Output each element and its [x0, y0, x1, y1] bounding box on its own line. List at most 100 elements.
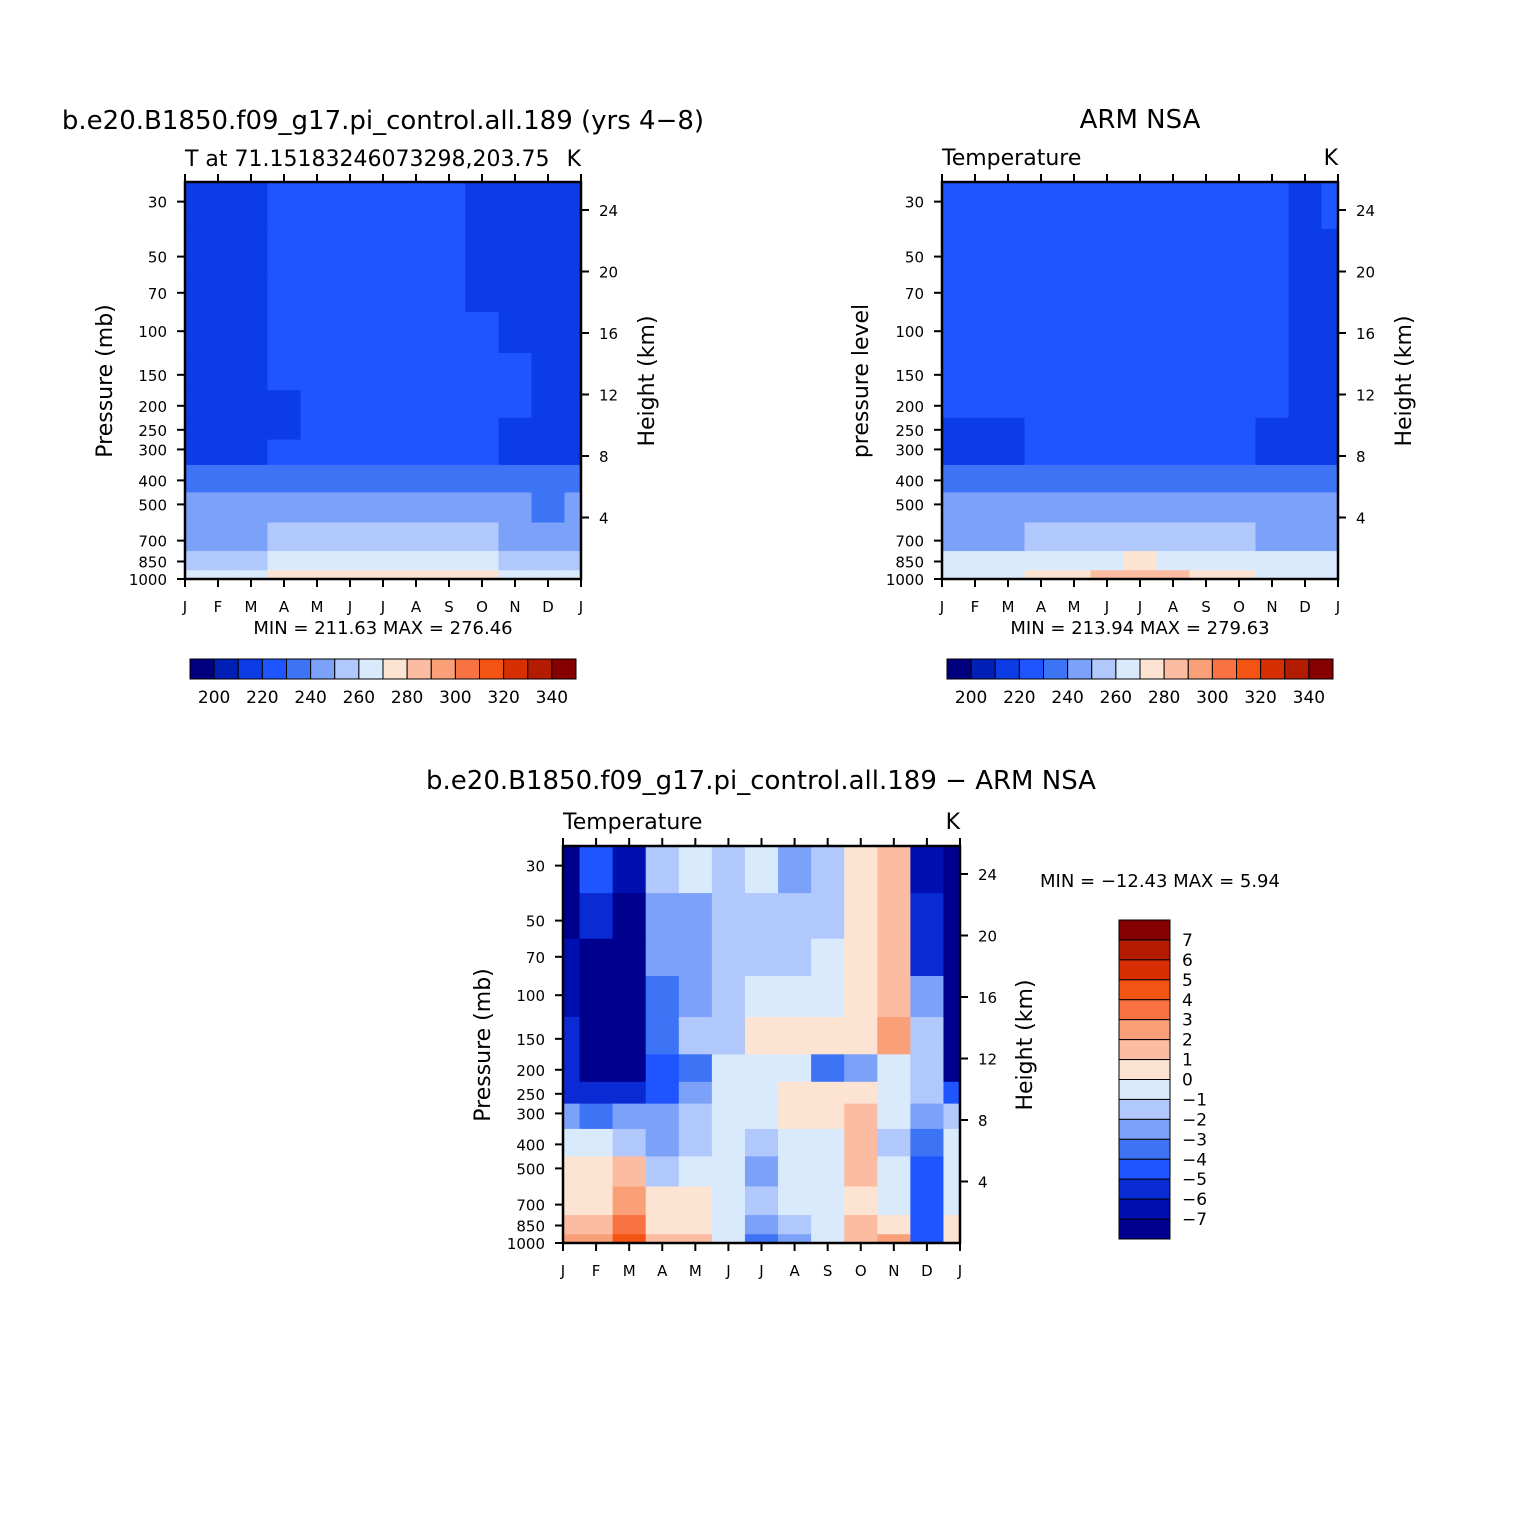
- heatmap-cell: [564, 182, 582, 230]
- y-axis-label: Pressure (mb): [471, 968, 496, 1122]
- y-right-tick-label: 16: [1356, 325, 1375, 343]
- heatmap-cell: [811, 1017, 845, 1055]
- x-tick-label: M: [689, 1262, 702, 1280]
- heatmap-cell: [1123, 417, 1158, 441]
- heatmap-cell: [1156, 417, 1191, 441]
- panel-2: ARM NSA Temperature K J F M A M J J A S O N D J 30 50 70 10…: [849, 105, 1417, 708]
- y-tick-label: 200: [138, 398, 167, 416]
- heatmap-cell: [1222, 439, 1257, 466]
- x-tick-label: S: [444, 598, 454, 616]
- heatmap-cell: [1321, 274, 1339, 313]
- heatmap-cell: [1189, 570, 1224, 580]
- heatmap-cell: [958, 492, 993, 524]
- heatmap-cell: [1057, 417, 1092, 441]
- x-tick-label: J: [758, 1262, 763, 1280]
- heatmap-cell: [185, 229, 203, 276]
- colorbar-swatch: [946, 658, 972, 680]
- heatmap-cell: [645, 1156, 680, 1188]
- heatmap-cell: [201, 464, 236, 493]
- colorbar-swatch: [454, 658, 480, 680]
- heatmap-cell: [942, 522, 960, 552]
- heatmap-cell: [1156, 464, 1191, 493]
- heatmap-cell: [201, 439, 236, 466]
- heatmap-cell: [844, 1054, 878, 1083]
- heatmap-cell: [711, 1081, 746, 1105]
- heatmap-cell: [185, 182, 203, 230]
- heatmap-cell: [1057, 492, 1092, 524]
- colorbar-swatch: [1118, 939, 1171, 961]
- heatmap-cell: [267, 182, 302, 230]
- heatmap-cell: [1156, 353, 1191, 391]
- heatmap-cell: [563, 938, 581, 977]
- y-tick-label: 100: [516, 987, 545, 1005]
- heatmap-cell: [185, 274, 203, 313]
- heatmap-cell: [1090, 182, 1125, 230]
- heatmap-cell: [399, 439, 434, 466]
- x-tick-label: M: [311, 598, 324, 616]
- heatmap-cell: [531, 551, 566, 571]
- heatmap-cell: [778, 976, 812, 1018]
- heatmap-cell: [1123, 570, 1158, 580]
- heatmap-cell: [234, 522, 269, 552]
- colorbar-label: −7: [1182, 1210, 1207, 1230]
- colorbar-swatch: [261, 658, 287, 680]
- heatmap-cell: [531, 390, 566, 419]
- heatmap-cell: [579, 846, 614, 894]
- heatmap-cell: [432, 551, 467, 571]
- heatmap-cell: [1321, 182, 1339, 230]
- heatmap-cell: [465, 522, 500, 552]
- heatmap-cell: [943, 976, 961, 1018]
- heatmap-cell: [465, 439, 500, 466]
- heatmap-cell: [943, 846, 961, 894]
- heatmap-cell: [498, 551, 533, 571]
- heatmap-cell: [1321, 390, 1339, 419]
- heatmap-cell: [579, 1054, 614, 1083]
- heatmap-cell: [844, 938, 878, 977]
- y-tick-label: 1000: [886, 571, 924, 589]
- colorbar-swatch: [1187, 658, 1213, 680]
- heatmap-cell: [563, 846, 581, 894]
- heatmap-cell: [711, 938, 746, 977]
- heatmap-cell: [267, 464, 302, 493]
- heatmap-cell: [531, 439, 566, 466]
- heatmap-cell: [498, 522, 533, 552]
- heatmap-cell: [645, 846, 680, 894]
- colorbar-label: 200: [955, 688, 987, 708]
- heatmap-cell: [564, 439, 582, 466]
- heatmap-cell: [1222, 353, 1257, 391]
- heatmap-cell: [579, 1081, 614, 1105]
- heatmap-cell: [942, 492, 960, 524]
- heatmap-cell: [612, 1186, 647, 1216]
- heatmap-cell: [1123, 439, 1158, 466]
- heatmap-cell: [564, 312, 582, 354]
- heatmap-cell: [877, 1103, 911, 1130]
- heatmap-cell: [1024, 353, 1059, 391]
- colorbar-label: 3: [1182, 1011, 1193, 1031]
- colorbar-label: 6: [1182, 951, 1193, 971]
- heatmap-cell: [844, 1128, 878, 1157]
- heatmap-cell: [778, 1186, 812, 1216]
- heatmap-cell: [498, 417, 533, 441]
- heatmap-cell: [991, 570, 1026, 580]
- heatmap-cell: [744, 938, 779, 977]
- heatmap-cell: [811, 893, 845, 940]
- heatmap-cell: [877, 1156, 911, 1188]
- heatmap-cell: [399, 492, 434, 524]
- heatmap-cell: [1090, 390, 1125, 419]
- y-right-tick-label: 24: [1356, 202, 1375, 220]
- heatmap-cell: [910, 1054, 945, 1083]
- heatmap-cell: [579, 1186, 614, 1216]
- heatmap-cell: [300, 551, 335, 571]
- heatmap-cell: [465, 417, 500, 441]
- heatmap-cell: [942, 439, 960, 466]
- y-tick-label: 1000: [507, 1235, 545, 1253]
- heatmap-cell: [1090, 551, 1125, 571]
- heatmap-cell: [333, 570, 368, 580]
- y-tick-label: 150: [516, 1031, 545, 1049]
- heatmap-cell: [432, 492, 467, 524]
- heatmap-cell: [1057, 551, 1092, 571]
- heatmap-cell: [943, 1128, 961, 1157]
- y-tick-label: 30: [905, 194, 924, 212]
- heatmap-cell: [612, 1156, 647, 1188]
- heatmap-cell: [267, 522, 302, 552]
